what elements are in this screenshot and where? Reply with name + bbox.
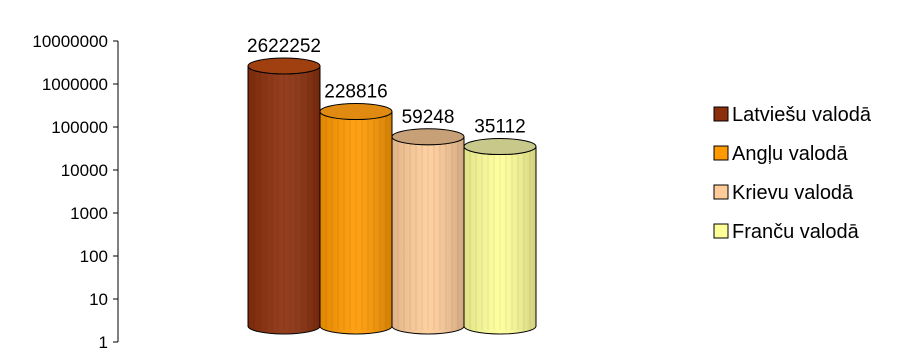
y-tick-label: 1	[99, 333, 108, 351]
bar-shading	[392, 136, 464, 334]
legend-label: Krievu valodā	[732, 182, 854, 204]
y-tick-label: 10	[89, 290, 108, 309]
bar-shading	[464, 146, 536, 334]
bar-top	[463, 138, 537, 156]
legend-swatch	[713, 145, 729, 161]
y-tick-label: 10000000	[32, 32, 108, 51]
data-label: 228816	[324, 82, 387, 103]
y-tick-label: 1000000	[42, 75, 108, 94]
y-tick-label: 100	[80, 247, 108, 266]
bar-shading	[248, 65, 320, 334]
legend-item: Latviešu valodā	[713, 104, 872, 126]
y-tick-label: 1000	[70, 204, 108, 223]
bar-top	[247, 57, 321, 75]
y-tick-label: 100000	[51, 118, 108, 137]
legend-swatch	[713, 106, 729, 122]
legend-label: Franču valodā	[732, 221, 860, 243]
bar: 59248	[391, 107, 465, 335]
bar-shading	[320, 111, 392, 334]
legend-swatch	[713, 184, 729, 200]
bars: 2622252 228816 59248 35112	[247, 36, 537, 335]
data-label: 35112	[474, 117, 525, 138]
legend-item: Angļu valodā	[713, 143, 849, 165]
legend-label: Angļu valodā	[732, 143, 849, 165]
data-label: 2622252	[247, 36, 321, 57]
legend-swatch	[713, 223, 729, 239]
legend-item: Krievu valodā	[713, 182, 854, 204]
legend-label: Latviešu valodā	[732, 104, 872, 126]
y-axis: 1 10 100 1000 10000 100000 1000000 10000000	[32, 32, 119, 351]
bar: 228816	[319, 82, 393, 335]
bar: 2622252	[247, 36, 321, 335]
legend: Latviešu valodā Angļu valodā Krievu valodā…	[713, 104, 872, 243]
bar-top	[391, 128, 465, 146]
data-label: 59248	[402, 107, 455, 128]
bar: 35112	[463, 117, 537, 335]
y-tick-label: 10000	[61, 161, 108, 180]
legend-item: Franču valodā	[713, 221, 860, 243]
bar-top	[319, 103, 393, 121]
